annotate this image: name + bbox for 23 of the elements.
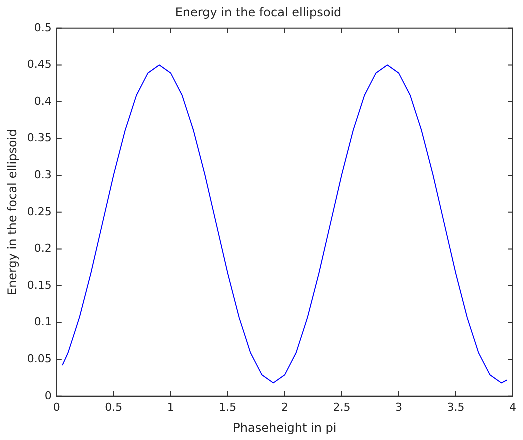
x-tick-label: 3.5 (447, 400, 465, 414)
x-tick-label: 0 (53, 400, 60, 414)
y-tick-label: 0 (44, 389, 52, 402)
y-tick-label: 0.1 (34, 316, 52, 329)
x-tick-label: 1 (167, 400, 174, 414)
y-axis-title: Energy in the focal ellipsoid (5, 129, 20, 296)
x-tick-label: 2.5 (333, 400, 351, 414)
y-tick-label: 0.5 (34, 21, 52, 34)
y-tick-label: 0.2 (34, 242, 52, 256)
x-tick-label: 2 (281, 400, 288, 414)
x-tick-label: 3 (395, 400, 402, 414)
y-tick-label: 0.35 (27, 132, 52, 145)
chart-title: Energy in the focal ellipsoid (175, 5, 342, 20)
x-axis-title: Phaseheight in pi (233, 420, 337, 435)
y-tick-label: 0.25 (27, 205, 52, 218)
x-tick-label: 4 (510, 400, 516, 414)
y-tick-label: 0.3 (34, 168, 52, 182)
y-tick-label: 0.05 (27, 352, 52, 366)
x-tick-label: 0.5 (105, 400, 123, 414)
x-tick-label: 1.5 (219, 400, 237, 414)
y-tick-label: 0.4 (34, 94, 52, 108)
y-tick-label: 0.45 (27, 58, 52, 72)
y-tick-label: 0.15 (27, 278, 52, 292)
